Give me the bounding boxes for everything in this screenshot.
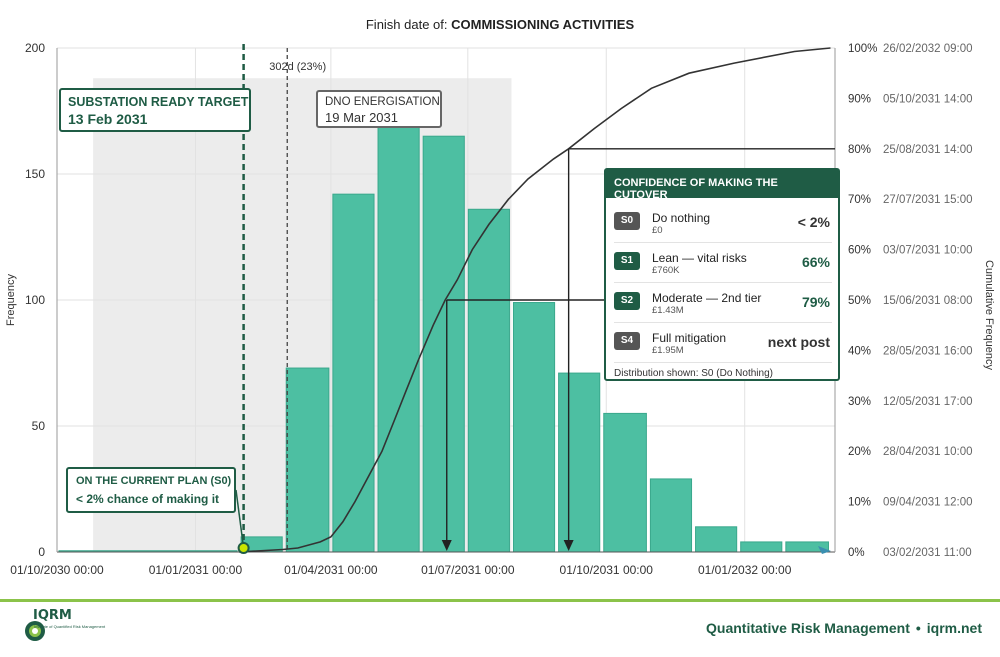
y2-tick-date: 27/07/2031 15:00 (883, 194, 973, 206)
org-name: Quantitative Risk Management (706, 620, 910, 636)
distribution-note: Distribution shown: S0 (Do Nothing) (614, 368, 773, 379)
separator: • (915, 620, 921, 636)
y2-tick-date: 03/02/2031 11:00 (883, 547, 972, 559)
p80-guide-arrow (563, 540, 574, 551)
scenario-cost: £1.95M (652, 345, 684, 356)
y2-tick-percent: 50% (848, 295, 871, 307)
scenario-badge: S0 (614, 212, 640, 230)
y2-tick-percent: 70% (848, 194, 871, 206)
scenario-label: Moderate — 2nd tier (652, 291, 762, 305)
confidence-row-s4: S4 Full mitigation £1.95M next post (614, 326, 832, 363)
callout-title: SUBSTATION READY TARGET (68, 95, 249, 109)
callout-title: ON THE CURRENT PLAN (S0) (76, 475, 232, 487)
y-tick-label: 200 (25, 41, 45, 55)
callout-title: DNO ENERGISATION (325, 96, 440, 108)
y2-tick-percent: 20% (848, 446, 871, 458)
scenario-label: Full mitigation (652, 331, 727, 345)
scenario-cost: £1.43M (652, 305, 684, 316)
histogram-bar (332, 193, 375, 553)
scenario-label: Lean — vital risks (652, 251, 747, 265)
confidence-row-s2: S2 Moderate — 2nd tier £1.43M 79% (614, 286, 832, 323)
scenario-cost: £760K (652, 265, 680, 276)
scenario-badge: S1 (614, 252, 640, 270)
histogram-bar (377, 97, 420, 553)
y2-tick-percent: 60% (848, 245, 871, 257)
y2-tick-percent: 30% (848, 396, 871, 408)
confidence-row-s1: S1 Lean — vital risks £760K 66% (614, 246, 832, 283)
x-tick-label: 01/07/2031 00:00 (421, 563, 515, 577)
y2-tick-percent: 10% (848, 497, 871, 509)
y2-tick-date: 28/05/2031 16:00 (883, 345, 973, 357)
y-tick-label: 100 (25, 293, 45, 307)
x-tick-label: 01/10/2031 00:00 (560, 563, 654, 577)
y2-tick-date: 12/05/2031 17:00 (883, 396, 973, 408)
plan-connector-line (235, 489, 245, 549)
confidence-row-s0: S0 Do nothing £0 < 2% (614, 206, 832, 243)
histogram-chart: Finish date of: COMMISSIONING ACTIVITIES… (5, 17, 995, 577)
histogram-bar (512, 302, 556, 553)
callout-text: < 2% chance of making it (76, 492, 220, 506)
shaded-region-label: 302d (23%) (269, 61, 326, 73)
confidence-panel: CONFIDENCE OF MAKING THE CUTOVER S0 Do n… (604, 168, 840, 381)
footer-brand: Quantitative Risk Management • iqrm.net (706, 620, 982, 636)
scenario-badge: S2 (614, 292, 640, 310)
scenario-label: Do nothing (652, 211, 711, 225)
y2-tick-date: 25/08/2031 14:00 (883, 144, 973, 156)
y2-tick-percent: 100% (848, 43, 877, 55)
footer: IQRM Institute of Quantified Risk Manage… (0, 599, 1000, 657)
scenario-confidence: 66% (801, 254, 830, 270)
scenario-confidence: 79% (801, 294, 830, 310)
curve-end-marker (818, 546, 831, 554)
y2-tick-date: 05/10/2031 14:00 (883, 93, 973, 105)
x-tick-label: 01/01/2031 00:00 (149, 563, 243, 577)
y2-tick-percent: 0% (848, 547, 865, 559)
y-tick-label: 50 (32, 419, 46, 433)
y-tick-label: 150 (25, 167, 45, 181)
histogram-bar (558, 372, 601, 553)
y2-axis-label: Cumulative Frequency (983, 260, 995, 371)
histogram-bar (603, 412, 647, 553)
y2-tick-date: 15/06/2031 08:00 (883, 295, 973, 307)
y2-tick-percent: 80% (848, 144, 871, 156)
callout-date: 13 Feb 2031 (68, 111, 148, 127)
y-tick-label: 0 (38, 545, 45, 559)
histogram-bar (695, 526, 738, 553)
histogram-bar (285, 367, 330, 553)
scenario-badge: S4 (614, 332, 640, 350)
histogram-bar (740, 541, 783, 553)
iqrm-logo-icon (25, 621, 45, 641)
current-plan-callout: ON THE CURRENT PLAN (S0) < 2% chance of … (66, 467, 236, 513)
histogram-bar (649, 478, 693, 553)
x-tick-label: 01/10/2030 00:00 (10, 563, 104, 577)
y2-tick-date: 09/04/2031 12:00 (883, 497, 973, 509)
callout-date: 19 Mar 2031 (325, 110, 398, 125)
scenario-confidence: < 2% (797, 214, 830, 230)
x-tick-label: 01/04/2031 00:00 (284, 563, 378, 577)
cumulative-curve (239, 47, 831, 553)
site-link[interactable]: iqrm.net (926, 620, 982, 636)
substation-target-callout: SUBSTATION READY TARGET 13 Feb 2031 (59, 88, 251, 132)
y-axis-label: Frequency (5, 274, 17, 326)
histogram-bar (422, 135, 465, 553)
y2-tick-percent: 90% (848, 93, 871, 105)
scenario-cost: £0 (652, 225, 663, 236)
logo-text: IQRM (33, 608, 72, 623)
p50-guide-arrow (441, 540, 452, 551)
y2-tick-percent: 40% (848, 345, 871, 357)
target-marker (237, 542, 250, 554)
confidence-header: CONFIDENCE OF MAKING THE CUTOVER (606, 170, 838, 201)
x-tick-label: 01/01/2032 00:00 (698, 563, 792, 577)
dno-energisation-callout: DNO ENERGISATION 19 Mar 2031 (316, 90, 442, 128)
chart-title: Finish date of: COMMISSIONING ACTIVITIES (366, 17, 635, 32)
histogram-bar (467, 208, 510, 553)
y2-tick-date: 03/07/2031 10:00 (883, 245, 973, 257)
scenario-confidence: next post (767, 334, 830, 350)
y2-tick-date: 26/02/2032 09:00 (883, 43, 973, 55)
y2-tick-date: 28/04/2031 10:00 (883, 446, 973, 458)
logo-subtitle: Institute of Quantified Risk Management (34, 624, 106, 629)
